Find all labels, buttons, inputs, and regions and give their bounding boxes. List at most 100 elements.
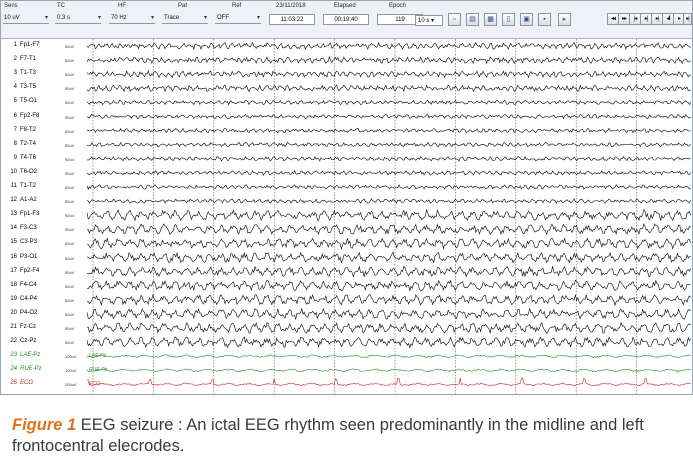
channel-scale: 50uV — [65, 170, 75, 176]
channel-scale: 50uV — [65, 114, 75, 120]
chevron-down-icon[interactable]: ▾ — [98, 15, 102, 21]
channel-row[interactable]: 1 Fp1-F7 50uV — [1, 39, 87, 53]
channel-name: Cz-Pz — [20, 338, 37, 345]
channel-number: 22 — [10, 338, 17, 345]
play-icon[interactable]: ▸ — [673, 13, 685, 25]
pat-dropdown[interactable] — [162, 14, 208, 24]
channel-name: T3-T5 — [20, 84, 37, 91]
chevron-down-icon[interactable]: ▾ — [45, 15, 49, 21]
channel-row[interactable]: 13 Fp1-F3 50uV — [1, 208, 87, 222]
channel-scale: 50uV — [65, 72, 75, 78]
print-icon[interactable]: ▤ — [466, 13, 479, 26]
channel-row[interactable]: 19 C4-P4 50uV — [1, 293, 87, 307]
channel-number: 21 — [10, 324, 17, 330]
channel-scale: 50uV — [65, 241, 75, 247]
channel-number: 16 — [10, 253, 17, 260]
channel-row[interactable]: 8 T2-T4 50uV — [1, 138, 87, 152]
new-page-icon[interactable]: ▫ — [448, 13, 461, 26]
export-icon[interactable]: ▸ — [558, 13, 571, 26]
channel-name: T1-T3 — [20, 70, 37, 77]
channel-trace — [86, 237, 691, 250]
channel-trace — [86, 198, 691, 204]
channel-row[interactable]: 6 Fp2-F8 50uV — [1, 110, 87, 124]
step-forward-icon[interactable]: ▸| — [640, 13, 652, 25]
chevron-down-icon[interactable]: ▾ — [257, 15, 261, 21]
channel-number: 12 — [10, 197, 17, 204]
channel-name: T2-T4 — [20, 140, 37, 147]
channel-trace — [86, 127, 691, 134]
channel-row[interactable]: 16 P3-O1 50uV — [1, 251, 87, 265]
channel-row[interactable]: 23 LAE-Pz 100uV — [1, 349, 87, 363]
channel-scale: 50uV — [65, 185, 75, 190]
channel-row[interactable]: 10 T6-O2 50uV — [1, 166, 87, 180]
chevron-down-icon[interactable]: ▾ — [204, 15, 208, 21]
eeg-viewer-panel: Sens 10 uV ▾ TC 0.3 s ▾ HF 70 Hz ▾ Pat T… — [0, 0, 693, 395]
channel-trace — [87, 321, 691, 334]
tc-dropdown[interactable] — [55, 14, 101, 24]
channel-row[interactable]: 22 Cz-Pz 50uV — [1, 335, 87, 349]
montage-icon[interactable]: ▦ — [484, 13, 497, 26]
figure-label: Figure 1 — [12, 416, 77, 434]
channel-scale: 50uV — [65, 156, 75, 162]
ref-select[interactable]: OFF — [217, 15, 229, 21]
channel-trace — [86, 184, 691, 190]
channel-row[interactable]: 11 T1-T2 50uV — [1, 180, 87, 194]
report-icon[interactable]: ▣ — [520, 13, 533, 26]
eeg-traces — [86, 39, 691, 394]
channel-trace — [86, 377, 691, 387]
channel-number: 5 — [13, 98, 17, 105]
next-page-icon[interactable]: ▸| — [651, 13, 663, 25]
channel-name: F8-T2 — [20, 126, 37, 133]
channel-trace — [86, 99, 691, 106]
channel-scale: 50uV — [65, 86, 75, 92]
channel-row[interactable]: 24 RUE-Pz 100uV — [1, 363, 87, 377]
channel-number: 13 — [10, 211, 17, 218]
channel-row[interactable]: 25 ECG 200uV — [1, 377, 87, 391]
sens-label: Sens — [4, 3, 18, 9]
channel-name: Fp1-F3 — [20, 211, 40, 218]
channel-row[interactable]: 7 F8-T2 50uV — [1, 124, 87, 138]
channel-number: 2 — [13, 56, 17, 63]
channel-row[interactable]: 4 T3-T5 50uV — [1, 81, 87, 95]
tc-label: TC — [57, 3, 65, 9]
channel-row[interactable]: 15 C3-P3 50uV — [1, 236, 87, 250]
channel-trace — [86, 307, 691, 321]
channel-row[interactable]: 2 F7-T1 50uV — [1, 53, 87, 67]
clipboard-icon[interactable]: ▯ — [502, 13, 515, 26]
last-page-icon[interactable]: ▸| — [683, 13, 692, 25]
channel-row[interactable]: 14 F3-C3 50uV — [1, 222, 87, 236]
channel-row[interactable]: 3 T1-T3 50uV — [1, 67, 87, 81]
channel-name: Fp2-F8 — [20, 112, 40, 119]
channel-scale: 50uV — [65, 255, 75, 261]
page-length-select[interactable]: 10 s ▾ — [415, 15, 443, 26]
channel-scale: 100uV — [65, 354, 77, 360]
channel-row[interactable]: 5 T5-O1 50uV — [1, 95, 87, 109]
channel-row[interactable]: 9 T4-T6 50uV — [1, 152, 87, 166]
ref-dropdown[interactable] — [215, 14, 261, 24]
channel-name: A1-A2 — [20, 197, 37, 204]
channel-scale: 200uV — [65, 382, 77, 388]
channel-name: T6-O2 — [20, 168, 38, 175]
channel-row[interactable]: 18 F4-C4 50uV — [1, 279, 87, 293]
channel-number: 24 — [10, 366, 17, 373]
caption-text: EEG seizure : An ictal EEG rhythm seen p… — [12, 416, 644, 455]
ref-label: Ref — [232, 3, 242, 9]
channel-row[interactable]: 12 A1-A2 50uV — [1, 194, 87, 208]
sens-dropdown[interactable] — [3, 14, 49, 24]
channel-scale: 50uV — [65, 269, 75, 275]
save-icon[interactable]: ▪ — [538, 13, 551, 26]
first-page-icon[interactable]: ◂◂ — [607, 13, 619, 25]
hf-select[interactable]: 70 Hz — [111, 15, 127, 21]
channel-row[interactable]: 20 P4-O2 50uV — [1, 307, 87, 321]
channel-row[interactable]: 21 Fz-Cz 50uV — [1, 321, 87, 335]
pat-label: Pat — [178, 3, 188, 9]
pat-select[interactable]: Trace — [164, 15, 180, 21]
channel-row[interactable]: 17 Fp2-F4 50uV — [1, 265, 87, 279]
channel-name: F4-C4 — [20, 281, 37, 288]
channel-trace — [86, 113, 691, 120]
sens-select[interactable]: 10 uV — [4, 15, 20, 21]
chevron-down-icon[interactable]: ▾ — [151, 15, 155, 21]
hf-dropdown[interactable] — [109, 14, 155, 24]
channel-trace — [86, 41, 691, 51]
tc-select[interactable]: 0.3 s — [57, 15, 71, 21]
